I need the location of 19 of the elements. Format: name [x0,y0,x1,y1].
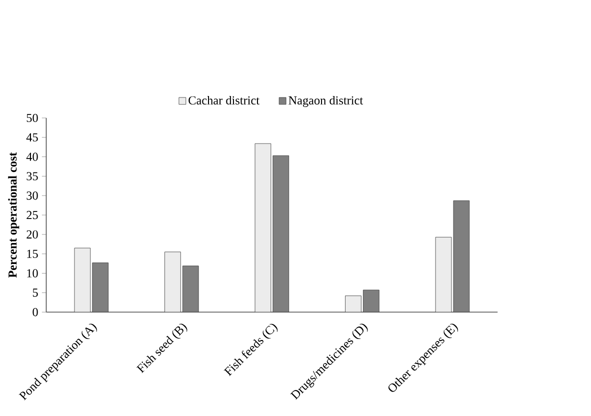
bar [435,236,452,312]
y-tick-label: 45 [26,133,38,142]
y-tick-label: 10 [27,269,38,278]
y-tick-label: 5 [32,288,38,297]
y-tick-label: 50 [26,114,38,122]
y-tick-label: 30 [26,191,38,200]
bar [345,296,362,312]
y-tick-label: 25 [26,210,38,220]
bar [164,252,181,312]
y-tick-label: 20 [26,230,38,238]
legend-label: Nagaon district [288,96,364,107]
legend-label: Cachar district [188,96,260,104]
y-tick-label: 40 [26,152,38,161]
y-tick-label: 35 [26,172,38,180]
y-axis-title: Percent operational cost [8,152,20,278]
bar [74,248,91,312]
bar [254,143,272,312]
y-tick-label: 15 [27,250,38,258]
y-tick-label: 0 [32,308,38,316]
